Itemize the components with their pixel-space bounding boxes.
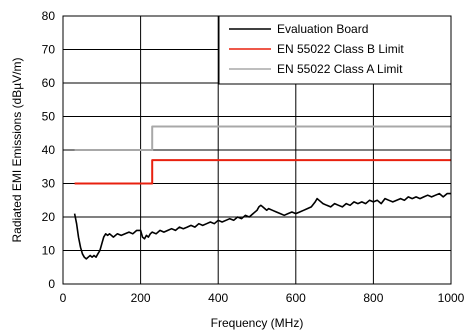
y-tick-label: 10 <box>42 244 56 258</box>
series-line-evaluation-board <box>73 192 451 260</box>
x-tick-label: 200 <box>131 291 151 305</box>
y-tick-label: 60 <box>42 76 56 90</box>
y-tick-label: 40 <box>42 143 56 157</box>
series-line-en-55022-class-b-limit <box>74 159 451 185</box>
x-tick-label: 800 <box>363 291 383 305</box>
y-tick-label: 70 <box>42 43 56 57</box>
y-tick-label: 20 <box>42 210 56 224</box>
x-axis-label: Frequency (MHz) <box>211 316 304 330</box>
legend: Evaluation Board EN 55022 Class B Limit … <box>218 15 452 85</box>
legend-label-class-b: EN 55022 Class B Limit <box>277 42 404 56</box>
y-axis-label: Radiated EMI Emissions (dBµV/m) <box>10 58 24 243</box>
axis-ticks: 0 200 400 600 800 1000 0 10 20 30 40 50 60 70 80 <box>42 9 465 305</box>
legend-label-class-a: EN 55022 Class A Limit <box>277 62 403 76</box>
x-tick-label: 400 <box>208 291 228 305</box>
x-tick-label: 600 <box>286 291 306 305</box>
y-tick-label: 80 <box>42 9 56 23</box>
legend-box <box>218 15 452 85</box>
x-tick-label: 0 <box>60 291 67 305</box>
y-tick-label: 0 <box>48 277 55 291</box>
y-tick-label: 30 <box>42 177 56 191</box>
series-layer <box>73 125 451 260</box>
legend-label-evaluation-board: Evaluation Board <box>277 22 368 36</box>
x-tick-label: 1000 <box>438 291 465 305</box>
series-line-en-55022-class-a-limit <box>74 125 451 151</box>
y-tick-label: 50 <box>42 110 56 124</box>
